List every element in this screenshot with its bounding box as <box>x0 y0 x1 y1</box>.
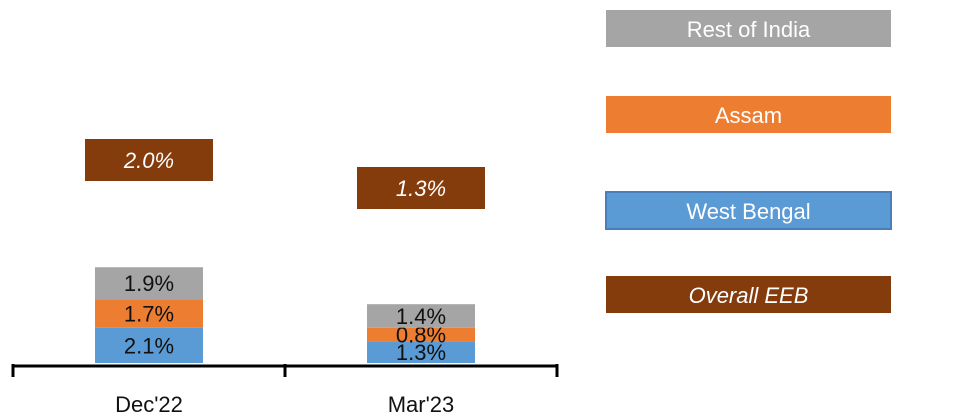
bars-group: 2.1%1.7%1.9%1.3%0.8%1.4% <box>95 267 475 365</box>
data-label-assam: 1.7% <box>124 301 174 326</box>
overall-eeb-label: 1.3% <box>396 176 446 201</box>
overall-eeb-label: 2.0% <box>123 148 174 173</box>
legend-label-assam: Assam <box>715 103 782 128</box>
bar-segment-rest-of-india <box>95 267 203 300</box>
overall-eeb-box <box>357 167 485 209</box>
legend-swatch-rest-of-india <box>606 10 891 47</box>
bar-segment-west-bengal <box>95 327 203 363</box>
legend: Rest of India Assam West Bengal Overall EEB <box>605 10 892 313</box>
overall-eeb-box <box>85 139 213 181</box>
data-label-rest-of-india: 1.4% <box>396 304 446 329</box>
bar-segment-west-bengal <box>367 341 475 363</box>
legend-label-rest-of-india: Rest of India <box>687 17 811 42</box>
bar-segment-rest-of-india <box>367 304 475 328</box>
x-tick-label: Dec'22 <box>115 392 183 417</box>
data-label-rest-of-india: 1.9% <box>124 271 174 296</box>
x-tick-label: Mar'23 <box>388 392 455 417</box>
data-label-west-bengal: 1.3% <box>396 340 446 365</box>
legend-label-overall-eeb: Overall EEB <box>689 283 809 308</box>
legend-label-west-bengal: West Bengal <box>686 199 810 224</box>
x-axis <box>11 364 559 377</box>
legend-swatch-assam <box>606 96 891 133</box>
x-tick-labels: Dec'22 Mar'23 <box>115 392 454 417</box>
data-label-west-bengal: 2.1% <box>124 333 174 358</box>
overall-eeb-group: 2.0% 1.3% <box>85 139 485 209</box>
bar-segment-assam <box>95 299 203 328</box>
bar-segment-assam <box>367 327 475 342</box>
legend-swatch-overall-eeb <box>606 276 891 313</box>
legend-swatch-west-bengal <box>605 191 892 230</box>
